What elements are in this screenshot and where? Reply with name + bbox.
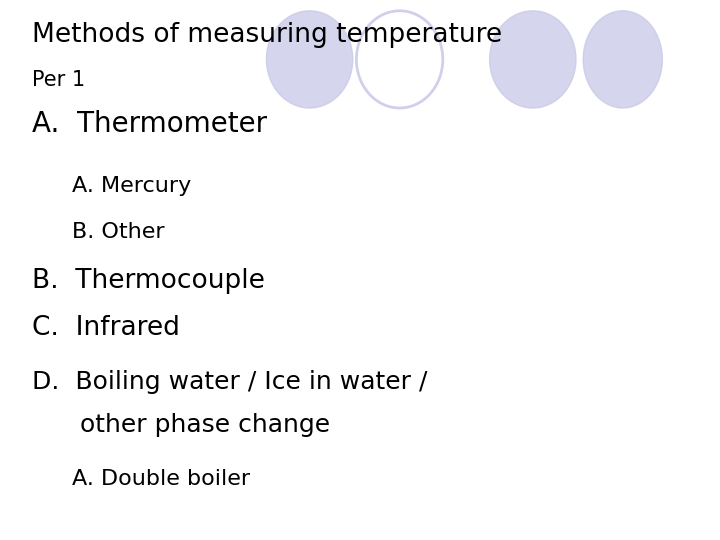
Text: A. Double boiler: A. Double boiler	[72, 469, 250, 489]
Text: A. Mercury: A. Mercury	[72, 176, 192, 197]
Ellipse shape	[583, 11, 662, 108]
Text: B.  Thermocouple: B. Thermocouple	[32, 268, 265, 294]
Text: A.  Thermometer: A. Thermometer	[32, 110, 268, 138]
Text: B. Other: B. Other	[72, 222, 165, 242]
Text: C.  Infrared: C. Infrared	[32, 315, 180, 341]
Ellipse shape	[490, 11, 576, 108]
Ellipse shape	[266, 11, 353, 108]
Text: Per 1: Per 1	[32, 70, 86, 90]
Text: Methods of measuring temperature: Methods of measuring temperature	[32, 22, 503, 48]
Text: other phase change: other phase change	[32, 413, 330, 437]
Text: D.  Boiling water / Ice in water /: D. Boiling water / Ice in water /	[32, 370, 428, 394]
